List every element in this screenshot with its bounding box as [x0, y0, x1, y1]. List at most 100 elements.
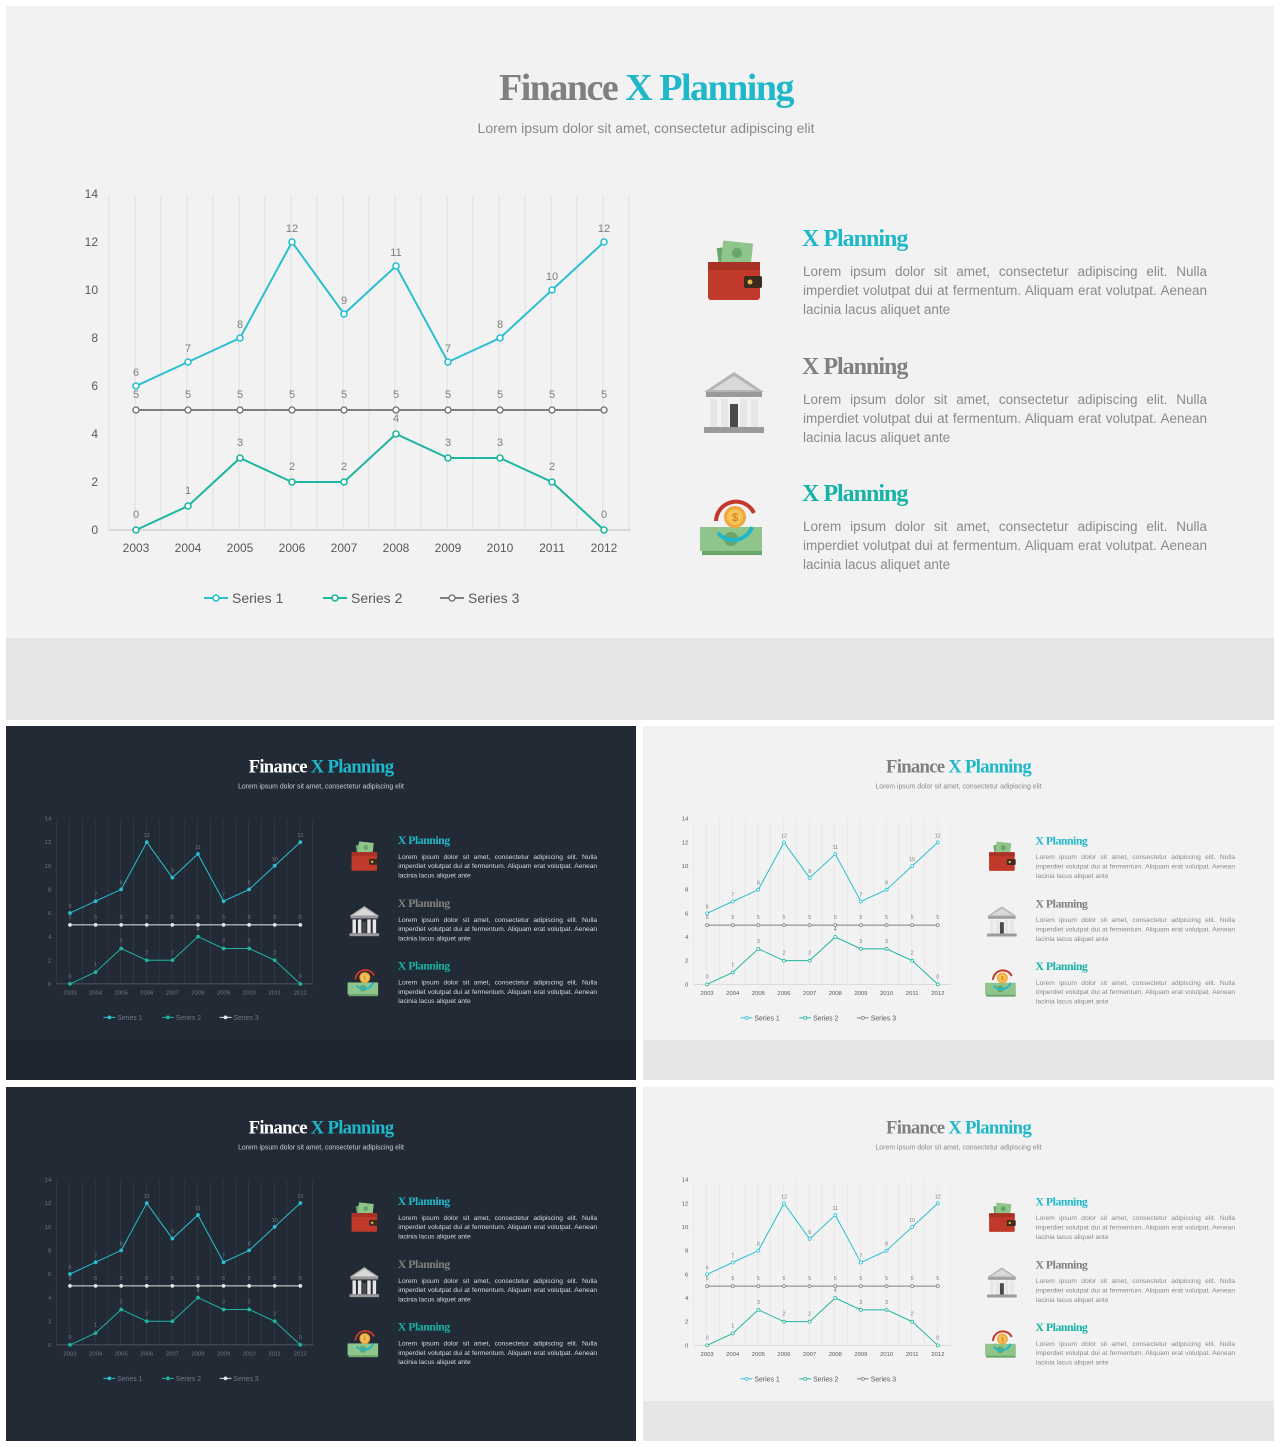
slide-subtitle: Lorem ipsum dolor sit amet, consectetur … [875, 782, 1042, 791]
series-1-point [807, 1236, 812, 1241]
series-3-point [196, 1283, 200, 1288]
series-1-point [298, 840, 303, 845]
feature-item-3: $ X Planning Lorem ipsum dolor sit amet,… [696, 481, 1216, 603]
slide-main[interactable]: Finance X Planning Lorem ipsum dolor sit… [6, 6, 1274, 638]
feature-item-2: X Planning Lorem ipsum dolor sit amet, c… [346, 1258, 602, 1318]
feature-2-title: X Planning [802, 354, 908, 380]
series-1-point [236, 334, 244, 342]
feature-item-3: $ X Planning Lorem ipsum dolor sit amet,… [346, 1321, 602, 1381]
series-3-point [548, 406, 556, 414]
series-2-point [288, 478, 296, 486]
series-1-point [600, 238, 608, 246]
slide-thumbnail-4[interactable]: Finance X Planning Lorem ipsum dolor sit… [643, 1087, 1274, 1441]
series-3-data-label: 5 [196, 915, 199, 921]
series-1-data-label: 10 [546, 271, 558, 283]
y-tick-label: 14 [45, 1178, 52, 1184]
series-1-line [706, 841, 939, 914]
series-2-data-label: 2 [171, 1311, 174, 1317]
series-1-point [807, 875, 812, 880]
series-3-data-label: 5 [859, 915, 862, 921]
x-tick-label: 2011 [268, 1352, 281, 1358]
y-tick-label: 14 [682, 1178, 689, 1184]
feature-1-title: X Planning [397, 1195, 450, 1209]
feature-item-2: X Planning Lorem ipsum dolor sit amet, c… [983, 1259, 1239, 1318]
title-word-x-planning: X Planning [948, 756, 1031, 777]
wallet-icon [696, 238, 772, 314]
series-2-data-label: 0 [706, 974, 709, 980]
series-3-point [272, 922, 277, 927]
slide-subtitle: Lorem ipsum dolor sit amet, consectetur … [238, 782, 404, 790]
x-tick-label: 2012 [294, 1352, 307, 1358]
series-1-data-label: 8 [120, 880, 123, 886]
series-2-data-label: 2 [808, 951, 811, 957]
y-tick-label: 0 [91, 523, 98, 537]
series-1-point [730, 899, 735, 904]
series-1-data-label: 12 [935, 833, 941, 839]
series-1-point [68, 911, 72, 915]
series-2-point [730, 970, 735, 975]
slide-thumbnail-2-footer [643, 1040, 1274, 1080]
slide-title: Finance X Planning [643, 756, 1274, 778]
legend-entry-2: Series 2 [799, 1376, 839, 1383]
x-tick-label: 2008 [383, 541, 410, 555]
title-word-finance: Finance [248, 1117, 308, 1138]
slide-content: Finance X Planning Lorem ipsum dolor sit… [643, 726, 1274, 1042]
series-2-point [68, 982, 72, 986]
y-tick-label: 12 [85, 235, 99, 249]
series-2-point [756, 946, 761, 951]
series-2-point [884, 1307, 889, 1312]
slide-thumbnail-2[interactable]: Finance X Planning Lorem ipsum dolor sit… [643, 726, 1274, 1080]
series-2-data-label: 3 [497, 437, 503, 449]
series-1-point [782, 1201, 786, 1206]
series-3-data-label: 5 [497, 389, 503, 401]
series-1-data-label: 8 [248, 1241, 251, 1247]
slide-title: Finance X Planning [6, 66, 1274, 110]
series-1-data-label: 11 [832, 845, 838, 851]
x-tick-label: 2004 [89, 1352, 103, 1358]
series-1-data-label: 10 [909, 1218, 915, 1224]
legend-marker [223, 1376, 228, 1381]
x-tick-label: 2005 [752, 991, 766, 997]
series-1-data-label: 8 [757, 1242, 760, 1248]
series-1-data-label: 8 [757, 881, 760, 887]
series-2-point [910, 1319, 915, 1324]
series-2-data-label: 3 [859, 1300, 862, 1306]
x-tick-label: 2008 [829, 991, 843, 997]
legend-label: Series 1 [117, 1376, 142, 1383]
series-1-point [859, 1260, 863, 1265]
series-3-data-label: 5 [299, 1276, 302, 1282]
series-2-point [144, 1319, 149, 1324]
series-2-point [298, 1343, 303, 1347]
svg-text:$: $ [732, 512, 738, 524]
x-tick-label: 2012 [931, 991, 944, 997]
x-tick-label: 2005 [227, 541, 254, 555]
series-3-point [247, 922, 252, 927]
legend-label: Series 2 [176, 1015, 201, 1022]
series-3-data-label: 5 [731, 1276, 734, 1282]
series-1-data-label: 7 [185, 343, 191, 355]
series-1-point [196, 1213, 200, 1217]
y-tick-label: 12 [45, 840, 52, 846]
series-2-point [340, 478, 348, 486]
slide-thumbnail-3[interactable]: Finance X Planning Lorem ipsum dolor sit… [6, 1087, 636, 1441]
series-3-data-label: 5 [145, 915, 148, 921]
feature-1-title: X Planning [802, 226, 908, 252]
series-1-point [444, 358, 452, 366]
series-3-point [93, 1283, 98, 1288]
series-1-line [69, 841, 301, 914]
svg-text:$: $ [1001, 976, 1004, 982]
feature-2-title: X Planning [1035, 897, 1088, 911]
series-1-data-label: 7 [445, 343, 451, 355]
series-1-point [170, 875, 175, 880]
series-3-data-label: 5 [445, 389, 451, 401]
series-3-data-label: 5 [273, 1276, 276, 1282]
y-tick-label: 12 [682, 1201, 689, 1207]
feature-item-2: X Planning Lorem ipsum dolor sit amet, c… [346, 897, 602, 957]
slide-thumbnail-1[interactable]: Finance X Planning Lorem ipsum dolor sit… [6, 726, 636, 1080]
bank-icon [696, 366, 772, 442]
feature-item-1: X Planning Lorem ipsum dolor sit amet, c… [346, 834, 602, 894]
series-1-data-label: 12 [144, 1194, 150, 1200]
x-tick-label: 2009 [435, 541, 462, 555]
series-3-point [935, 1284, 940, 1289]
series-3-point [705, 923, 709, 928]
